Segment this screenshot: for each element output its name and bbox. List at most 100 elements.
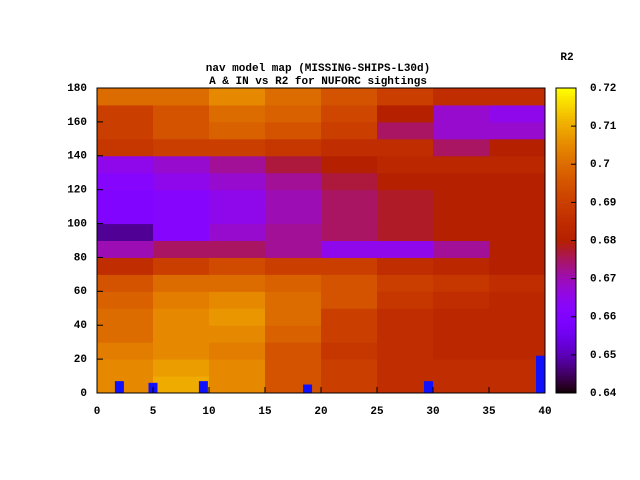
colorbar-segment — [556, 105, 576, 109]
colorbar-segment — [556, 121, 576, 125]
heat-cell — [97, 121, 154, 140]
colorbar-segment — [556, 321, 576, 325]
colorbar-segment — [556, 281, 576, 285]
heat-cell — [433, 172, 490, 191]
heat-cell — [489, 342, 546, 360]
heat-cell — [209, 376, 266, 394]
heat-cell — [489, 121, 546, 140]
heat-cell — [97, 257, 154, 275]
chart-subtitle: A & IN vs R2 for NUFORC sightings — [209, 76, 427, 88]
heat-cell — [209, 223, 266, 241]
heat-cell — [153, 104, 210, 123]
heat-cell — [321, 172, 378, 191]
colorbar-segment — [556, 143, 576, 147]
colorbar-segment — [556, 339, 576, 343]
colorbar-segment — [556, 128, 576, 132]
colorbar-segment — [556, 304, 576, 308]
heat-cell — [153, 240, 210, 258]
heat-cell — [153, 376, 210, 394]
heat-cell — [153, 342, 210, 360]
heat-cell — [433, 155, 490, 174]
colorbar-segment — [556, 164, 576, 168]
heat-cell — [377, 240, 434, 258]
colorbar-segment — [556, 326, 576, 330]
y-tick-label: 40 — [74, 320, 87, 332]
heat-cell — [265, 121, 322, 140]
heat-cell — [209, 359, 266, 377]
colorbar-segment — [556, 115, 576, 119]
heat-cell — [265, 342, 322, 360]
heat-cell — [153, 121, 210, 140]
colorbar-segment — [556, 293, 576, 297]
heat-cell — [265, 257, 322, 275]
marker-bar — [424, 381, 434, 393]
colorbar-segment — [556, 222, 576, 226]
heat-cell — [377, 121, 434, 140]
heat-cell — [433, 189, 490, 208]
heat-cell — [265, 206, 322, 225]
heat-cell — [153, 172, 210, 191]
colorbar-label: R2 — [560, 52, 573, 64]
colorbar-segment — [556, 245, 576, 249]
colorbar-segment — [556, 248, 576, 252]
colorbar-segment — [556, 316, 576, 320]
colorbar-segment — [556, 382, 576, 386]
y-tick-label: 160 — [67, 117, 87, 129]
heat-cell — [97, 155, 154, 174]
colorbar-segment — [556, 385, 576, 389]
heat-cell — [97, 308, 154, 326]
colorbar-segment — [556, 352, 576, 356]
colorbar-segment — [556, 377, 576, 381]
heat-cell — [97, 376, 154, 394]
colorbar-segment — [556, 192, 576, 196]
heat-cell — [321, 223, 378, 241]
colorbar-segment — [556, 159, 576, 163]
colorbar-segment — [556, 283, 576, 287]
colorbar-segment — [556, 342, 576, 346]
heat-cell — [433, 121, 490, 140]
colorbar-segment — [556, 337, 576, 341]
heat-cell — [97, 325, 154, 343]
colorbar-segment — [556, 301, 576, 305]
heat-cell — [265, 88, 322, 106]
colorbar-segment — [556, 344, 576, 348]
heat-cell — [321, 155, 378, 174]
colorbar-segment — [556, 265, 576, 269]
heat-cell — [433, 88, 490, 106]
y-tick-label: 180 — [67, 83, 87, 95]
colorbar-segment — [556, 98, 576, 102]
colorbar-segment — [556, 212, 576, 216]
colorbar-segment — [556, 138, 576, 142]
y-tick-label: 140 — [67, 151, 87, 163]
heat-cell — [433, 240, 490, 258]
colorbar-segment — [556, 324, 576, 328]
colorbar-segment — [556, 189, 576, 193]
heat-cell — [321, 88, 378, 106]
colorbar-segment — [556, 268, 576, 272]
y-tick-label: 80 — [74, 252, 87, 264]
heat-cell — [489, 308, 546, 326]
heat-cell — [265, 359, 322, 377]
marker-bar — [303, 384, 313, 393]
x-tick-label: 40 — [538, 406, 551, 418]
marker-bar — [536, 355, 546, 393]
heat-cell — [209, 308, 266, 326]
heat-cell — [489, 376, 546, 394]
heat-cell — [433, 359, 490, 377]
heat-cell — [377, 206, 434, 225]
colorbar-segment — [556, 199, 576, 203]
colorbar-segment — [556, 240, 576, 244]
heat-cell — [209, 88, 266, 106]
colorbar-segment — [556, 110, 576, 114]
heat-cell — [321, 206, 378, 225]
colorbar-segment — [556, 273, 576, 277]
heat-cell — [153, 291, 210, 309]
colorbar-segment — [556, 126, 576, 130]
colorbar-segment — [556, 306, 576, 310]
colorbar-segment — [556, 176, 576, 180]
colorbar-segment — [556, 88, 576, 92]
colorbar-segment — [556, 298, 576, 302]
x-tick-label: 20 — [314, 406, 327, 418]
heat-cell — [97, 342, 154, 360]
